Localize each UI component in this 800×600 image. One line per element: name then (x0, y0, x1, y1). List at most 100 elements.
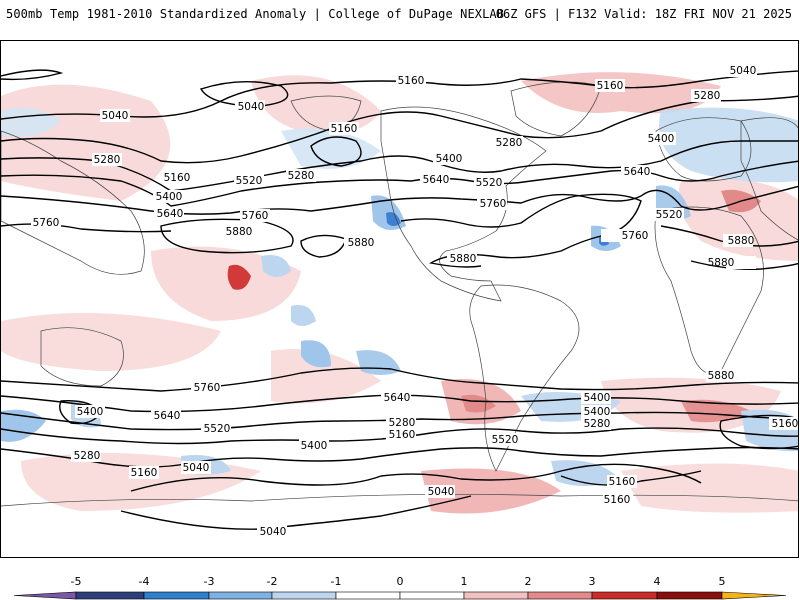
contour-label: 5040 (260, 526, 287, 538)
warm-anomaly-area (421, 468, 561, 514)
legend-swatches (13, 591, 787, 600)
contour-label: 5280 (584, 418, 611, 430)
legend-swatch (463, 591, 529, 600)
australia-coast (40, 327, 124, 387)
antarctica-coast (1, 493, 798, 507)
warm-anomaly-area (271, 349, 381, 404)
color-legend: -5 -4 -3 -2 -1 0 1 2 3 4 5 (0, 568, 800, 600)
contour-label: 5640 (154, 410, 181, 422)
legend-tick-label: 1 (461, 575, 468, 588)
alaska-coast (290, 95, 362, 132)
legend-swatch (143, 591, 210, 600)
contour-label: 5640 (384, 392, 411, 404)
warm-anomaly-area (621, 463, 798, 513)
legend-swatch (721, 591, 787, 600)
contour-label: 5520 (476, 177, 503, 189)
contour-label: 5400 (584, 406, 611, 418)
header: 500mb Temp 1981-2010 Standardized Anomal… (0, 0, 800, 28)
legend-tick-label: 4 (654, 575, 661, 588)
warm-anomaly-area (1, 313, 221, 371)
contour-label: 5280 (288, 170, 315, 182)
legend-swatch (75, 591, 145, 600)
contour-label: 5400 (301, 440, 328, 452)
contour-label: 5520 (204, 423, 231, 435)
legend-ticks: -5 -4 -3 -2 -1 0 1 2 3 4 5 (71, 575, 726, 588)
cold-anomaly-area (301, 340, 331, 368)
legend-swatch (13, 591, 77, 600)
legend-swatch (335, 591, 401, 600)
contour-label: 5760 (622, 230, 649, 242)
height-contours (1, 69, 798, 530)
contour-label: 5160 (398, 75, 425, 87)
warm-anomaly-area (1, 84, 171, 201)
contour-label: 5160 (597, 80, 624, 92)
legend-swatch (591, 591, 658, 600)
legend-tick-label: 5 (719, 575, 726, 588)
asia-west-coast (1, 130, 145, 275)
legend-swatch (208, 591, 273, 600)
cold-anomaly-area (551, 460, 621, 486)
asia-coast (740, 117, 798, 241)
contour-label: 5520 (656, 209, 683, 221)
contour-label: 5160 (164, 172, 191, 184)
legend-tick-label: -4 (139, 575, 150, 588)
contour-label: 5160 (772, 418, 799, 430)
contour-label: 5760 (242, 210, 269, 222)
contour-label: 5400 (77, 406, 104, 418)
legend-tick-label: -3 (204, 575, 215, 588)
map-title: 500mb Temp 1981-2010 Standardized Anomal… (6, 7, 505, 21)
warm-anomaly-area (251, 75, 381, 134)
contour-label: 5640 (624, 166, 651, 178)
contour-label: 5280 (389, 417, 416, 429)
contour-label: 5040 (102, 110, 129, 122)
contour-label: 5160 (331, 123, 358, 135)
map-panel[interactable]: 5160 5040 5160 5280 5040 5040 5160 5280 … (0, 40, 799, 558)
contour-label: 5160 (131, 467, 158, 479)
contour-label: 5160 (609, 476, 636, 488)
contour-label: 5760 (33, 217, 60, 229)
contour-label: 5640 (157, 208, 184, 220)
contour-label: 5880 (728, 235, 755, 247)
legend-bar: -5 -4 -3 -2 -1 0 1 2 3 4 5 (13, 575, 787, 600)
europe-coast (655, 117, 752, 182)
contour-labels: 5160 5040 5160 5280 5040 5040 5160 5280 … (31, 64, 799, 538)
legend-tick-label: 3 (589, 575, 596, 588)
contour-label: 5280 (74, 450, 101, 462)
south-america-coast (469, 284, 580, 472)
legend-swatch (399, 591, 465, 600)
contour-label: 5880 (450, 253, 477, 265)
contour-label: 5040 (730, 65, 757, 77)
contour-label: 5760 (194, 382, 221, 394)
model-run-info: 06Z GFS | F132 Valid: 18Z FRI NOV 21 202… (495, 7, 792, 21)
cold-anomaly-area (281, 128, 381, 169)
warm-anomaly-core (461, 394, 496, 413)
legend-tick-label: 2 (525, 575, 532, 588)
warm-anomaly-core (227, 264, 251, 290)
warm-anomaly-area (681, 399, 751, 423)
contour-label: 5400 (156, 191, 183, 203)
contour-label: 5280 (94, 154, 121, 166)
legend-tick-label: -1 (331, 575, 342, 588)
contour-label: 5520 (492, 434, 519, 446)
contour-label: 5640 (423, 174, 450, 186)
contour-label: 5880 (708, 257, 735, 269)
legend-swatch (271, 591, 337, 600)
contour-label: 5760 (480, 198, 507, 210)
cold-anomaly-area (659, 107, 798, 183)
africa-coast (654, 206, 764, 374)
contour-label: 5880 (348, 237, 375, 249)
cold-anomaly-area (261, 255, 291, 277)
contour-label: 5040 (428, 486, 455, 498)
anomaly-shading (1, 72, 798, 514)
greenland-coast (510, 81, 602, 137)
cold-anomaly-area (291, 305, 316, 326)
legend-tick-label: -2 (267, 575, 278, 588)
contour-label: 5400 (584, 392, 611, 404)
contour-label: 5160 (389, 429, 416, 441)
legend-tick-label: -5 (71, 575, 82, 588)
legend-swatch (527, 591, 593, 600)
cold-anomaly-area (356, 350, 401, 375)
contour-label: 5280 (496, 137, 523, 149)
contour-label: 5040 (183, 462, 210, 474)
legend-swatch (656, 591, 723, 600)
